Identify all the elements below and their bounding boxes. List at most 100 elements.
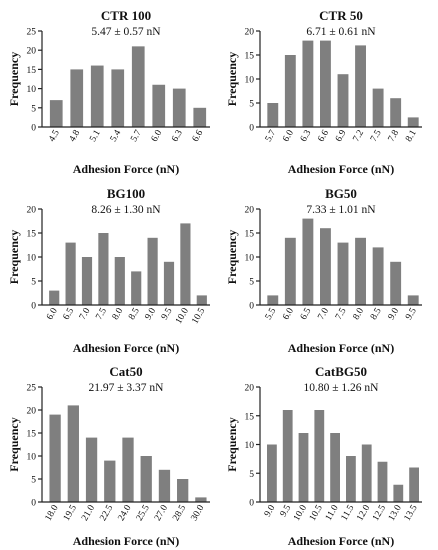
- y-tick-label: 0: [249, 302, 254, 312]
- chart-panel-1: CTR 100 5.47 ± 0.57 nN 4.5 4.8 5.1 5.4 5.7 6.0 6…: [7, 8, 210, 176]
- x-tick-label: 6.5: [62, 306, 77, 322]
- x-tick-label: 8.0: [352, 306, 367, 322]
- bar-8.1: [407, 117, 419, 127]
- bar-13.5: [409, 467, 419, 502]
- x-tick-label: 5.4: [109, 128, 124, 144]
- x-tick-label: 7.5: [334, 306, 349, 322]
- x-tick-label: 7.0: [316, 306, 331, 322]
- x-tick-label: 10.0: [174, 306, 191, 326]
- y-tick-label: 5: [31, 278, 36, 288]
- y-tick-label: 15: [27, 230, 37, 240]
- y-tick-label: 25: [27, 28, 37, 38]
- y-axis-label: Frequency: [225, 417, 239, 471]
- x-tick-label: 22.5: [98, 503, 115, 523]
- y-tick-label: 15: [245, 412, 255, 422]
- bar-11.0: [330, 433, 340, 502]
- x-tick-label: 9.0: [263, 503, 278, 519]
- bar-24.0: [122, 437, 134, 502]
- y-tick-label: 10: [245, 254, 255, 264]
- bar-9.0: [147, 237, 158, 305]
- x-tick-label: 30.0: [190, 503, 207, 523]
- bar-6.9: [337, 74, 349, 127]
- bar-7.8: [390, 98, 402, 127]
- x-axis-label: Adhesion Force (nN): [73, 341, 179, 355]
- x-tick-label: 7.5: [369, 128, 384, 144]
- bar-7.5: [372, 88, 384, 127]
- x-tick-label: 6.3: [170, 128, 185, 144]
- x-tick-label: 10.0: [292, 503, 309, 523]
- x-tick-label: 7.0: [78, 306, 93, 322]
- bar-5.5: [267, 295, 279, 305]
- y-tick-label: 0: [31, 124, 36, 134]
- y-tick-label: 5: [31, 476, 36, 486]
- x-tick-label: 8.5: [127, 306, 142, 322]
- y-tick-label: 10: [27, 453, 37, 463]
- x-tick-label: 11.5: [340, 503, 357, 522]
- x-tick-label: 5.1: [88, 128, 103, 144]
- bar-10.0: [298, 433, 309, 502]
- chart-subtitle: 21.97 ± 3.37 nN: [89, 382, 165, 394]
- y-tick-label: 5: [249, 470, 254, 480]
- y-tick-label: 20: [27, 47, 37, 57]
- x-tick-label: 9.5: [160, 306, 175, 322]
- y-tick-label: 0: [31, 499, 36, 509]
- bar-9.5: [407, 295, 419, 305]
- bar-13.0: [393, 484, 404, 502]
- x-tick-label: 10.5: [308, 503, 325, 523]
- chart-title: CatBG50: [315, 364, 367, 379]
- bar-7.2: [355, 45, 366, 127]
- bar-6.6: [193, 107, 207, 127]
- chart-subtitle: 5.47 ± 0.57 nN: [91, 26, 161, 38]
- bar-6.0: [284, 237, 296, 305]
- x-tick-label: 25.5: [135, 503, 152, 523]
- x-axis-label: Adhesion Force (nN): [288, 341, 394, 355]
- x-axis-label: Adhesion Force (nN): [73, 534, 179, 548]
- bar-6.3: [302, 40, 314, 127]
- bar-6.0: [49, 290, 60, 305]
- y-axis-label: Frequency: [225, 52, 239, 106]
- x-tick-label: 13.5: [403, 503, 420, 523]
- chart-subtitle: 6.71 ± 0.61 nN: [306, 26, 376, 38]
- y-axis-label: Frequency: [7, 230, 21, 284]
- y-tick-label: 5: [249, 100, 254, 110]
- bar-10.0: [180, 223, 191, 305]
- chart-title: BG100: [107, 186, 145, 201]
- x-tick-label: 6.6: [316, 128, 331, 144]
- bar-12.5: [377, 461, 388, 502]
- x-tick-label: 6.0: [150, 128, 165, 144]
- x-tick-label: 8.5: [369, 306, 384, 322]
- x-tick-label: 5.7: [129, 128, 144, 144]
- x-tick-label: 6.0: [281, 128, 296, 144]
- y-axis-label: Frequency: [225, 230, 239, 284]
- bar-7.0: [320, 228, 331, 305]
- bar-6.5: [65, 242, 76, 305]
- x-tick-label: 9.5: [279, 503, 294, 519]
- y-tick-label: 0: [249, 124, 254, 134]
- bar-18.0: [49, 414, 61, 502]
- bar-8.0: [114, 257, 125, 305]
- x-tick-label: 18.0: [44, 503, 61, 523]
- y-tick-label: 5: [249, 278, 254, 288]
- y-tick-label: 0: [31, 302, 36, 312]
- x-tick-label: 10.5: [190, 306, 207, 326]
- x-tick-label: 7.5: [94, 306, 109, 322]
- x-axis-label: Adhesion Force (nN): [73, 162, 179, 176]
- x-tick-label: 6.5: [299, 306, 314, 322]
- chart-subtitle: 10.80 ± 1.26 nN: [304, 382, 380, 394]
- bar-6.3: [172, 88, 186, 127]
- bar-5.4: [111, 69, 125, 127]
- bar-9.5: [163, 261, 175, 305]
- x-tick-label: 27.0: [153, 503, 170, 523]
- bar-10.5: [196, 295, 207, 305]
- bar-9.5: [282, 410, 293, 502]
- bar-12.0: [361, 444, 372, 502]
- y-tick-label: 20: [27, 206, 37, 216]
- bar-5.1: [90, 65, 104, 127]
- y-tick-label: 25: [27, 384, 37, 394]
- chart-title: BG50: [325, 186, 357, 201]
- y-tick-label: 15: [245, 230, 255, 240]
- chart-panel-6: CatBG50 10.80 ± 1.26 nN 9.0 9.510.010.511.0…: [225, 364, 422, 548]
- chart-panel-5: Cat50 21.97 ± 3.37 nN 18.0 19.5 21.0 22.5 24.0…: [7, 364, 210, 548]
- y-tick-label: 20: [27, 407, 37, 417]
